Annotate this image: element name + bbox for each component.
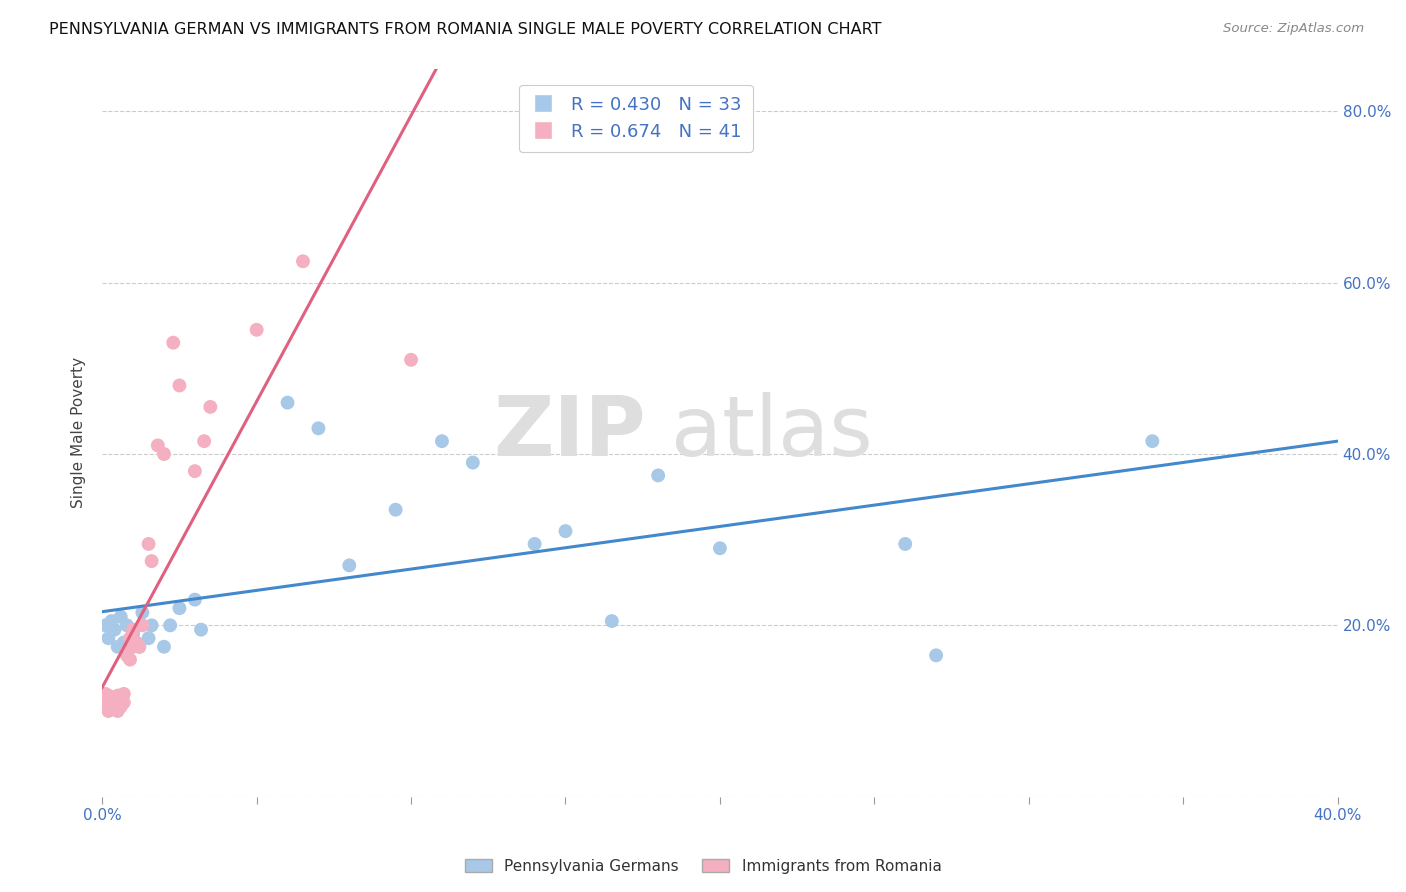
Point [131,606,153,620]
Point [461,456,484,470]
Point [110,689,132,703]
Point [399,352,422,367]
Y-axis label: Single Male Poverty: Single Male Poverty [72,357,86,508]
Point [125,635,148,649]
Point [100,699,122,714]
Point [523,537,546,551]
Point [169,601,191,615]
Point [122,623,145,637]
Point [146,438,169,452]
Point [193,434,215,449]
Point [159,618,181,632]
Point [1142,434,1164,449]
Point [100,695,122,709]
Point [190,623,212,637]
Point [894,537,917,551]
Point [184,592,207,607]
Point [107,704,129,718]
Point [384,502,406,516]
Point [110,609,132,624]
Point [153,447,176,461]
Point [103,697,125,711]
Point [141,618,163,632]
Point [184,464,207,478]
Point [97,689,120,703]
Point [153,640,176,654]
Point [118,631,141,645]
Point [118,652,141,666]
Text: ZIP: ZIP [494,392,645,473]
Point [138,631,160,645]
Point [94,691,117,706]
Point [600,614,623,628]
Point [276,395,298,409]
Point [94,695,117,709]
Point [709,541,731,556]
Point [115,618,138,632]
Point [554,524,576,538]
Point [97,631,120,645]
Point [97,698,120,712]
Point [122,627,145,641]
Point [925,648,948,663]
Point [291,254,314,268]
Point [647,468,669,483]
Point [246,323,269,337]
Point [112,635,135,649]
Legend: R = 0.430   N = 33, R = 0.674   N = 41: R = 0.430 N = 33, R = 0.674 N = 41 [519,85,752,152]
Text: PENNSYLVANIA GERMAN VS IMMIGRANTS FROM ROMANIA SINGLE MALE POVERTY CORRELATION C: PENNSYLVANIA GERMAN VS IMMIGRANTS FROM R… [49,22,882,37]
Point [122,640,145,654]
Point [162,335,184,350]
Point [169,378,191,392]
Point [94,699,117,714]
Point [97,694,120,708]
Point [94,697,117,711]
Point [138,537,160,551]
Point [131,618,153,632]
Point [112,695,135,709]
Text: Source: ZipAtlas.com: Source: ZipAtlas.com [1223,22,1364,36]
Point [128,640,150,654]
Point [115,648,138,663]
Point [307,421,329,435]
Point [107,640,129,654]
Point [337,558,360,573]
Legend: Pennsylvania Germans, Immigrants from Romania: Pennsylvania Germans, Immigrants from Ro… [458,853,948,880]
Text: atlas: atlas [671,392,872,473]
Point [103,623,125,637]
Point [107,689,129,703]
Point [103,691,125,706]
Point [141,554,163,568]
Point [97,704,120,718]
Point [115,644,138,658]
Point [200,400,222,414]
Point [94,687,117,701]
Point [112,687,135,701]
Point [100,614,122,628]
Point [100,691,122,706]
Point [94,618,117,632]
Point [128,640,150,654]
Point [118,640,141,654]
Point [430,434,453,449]
Point [110,699,132,714]
